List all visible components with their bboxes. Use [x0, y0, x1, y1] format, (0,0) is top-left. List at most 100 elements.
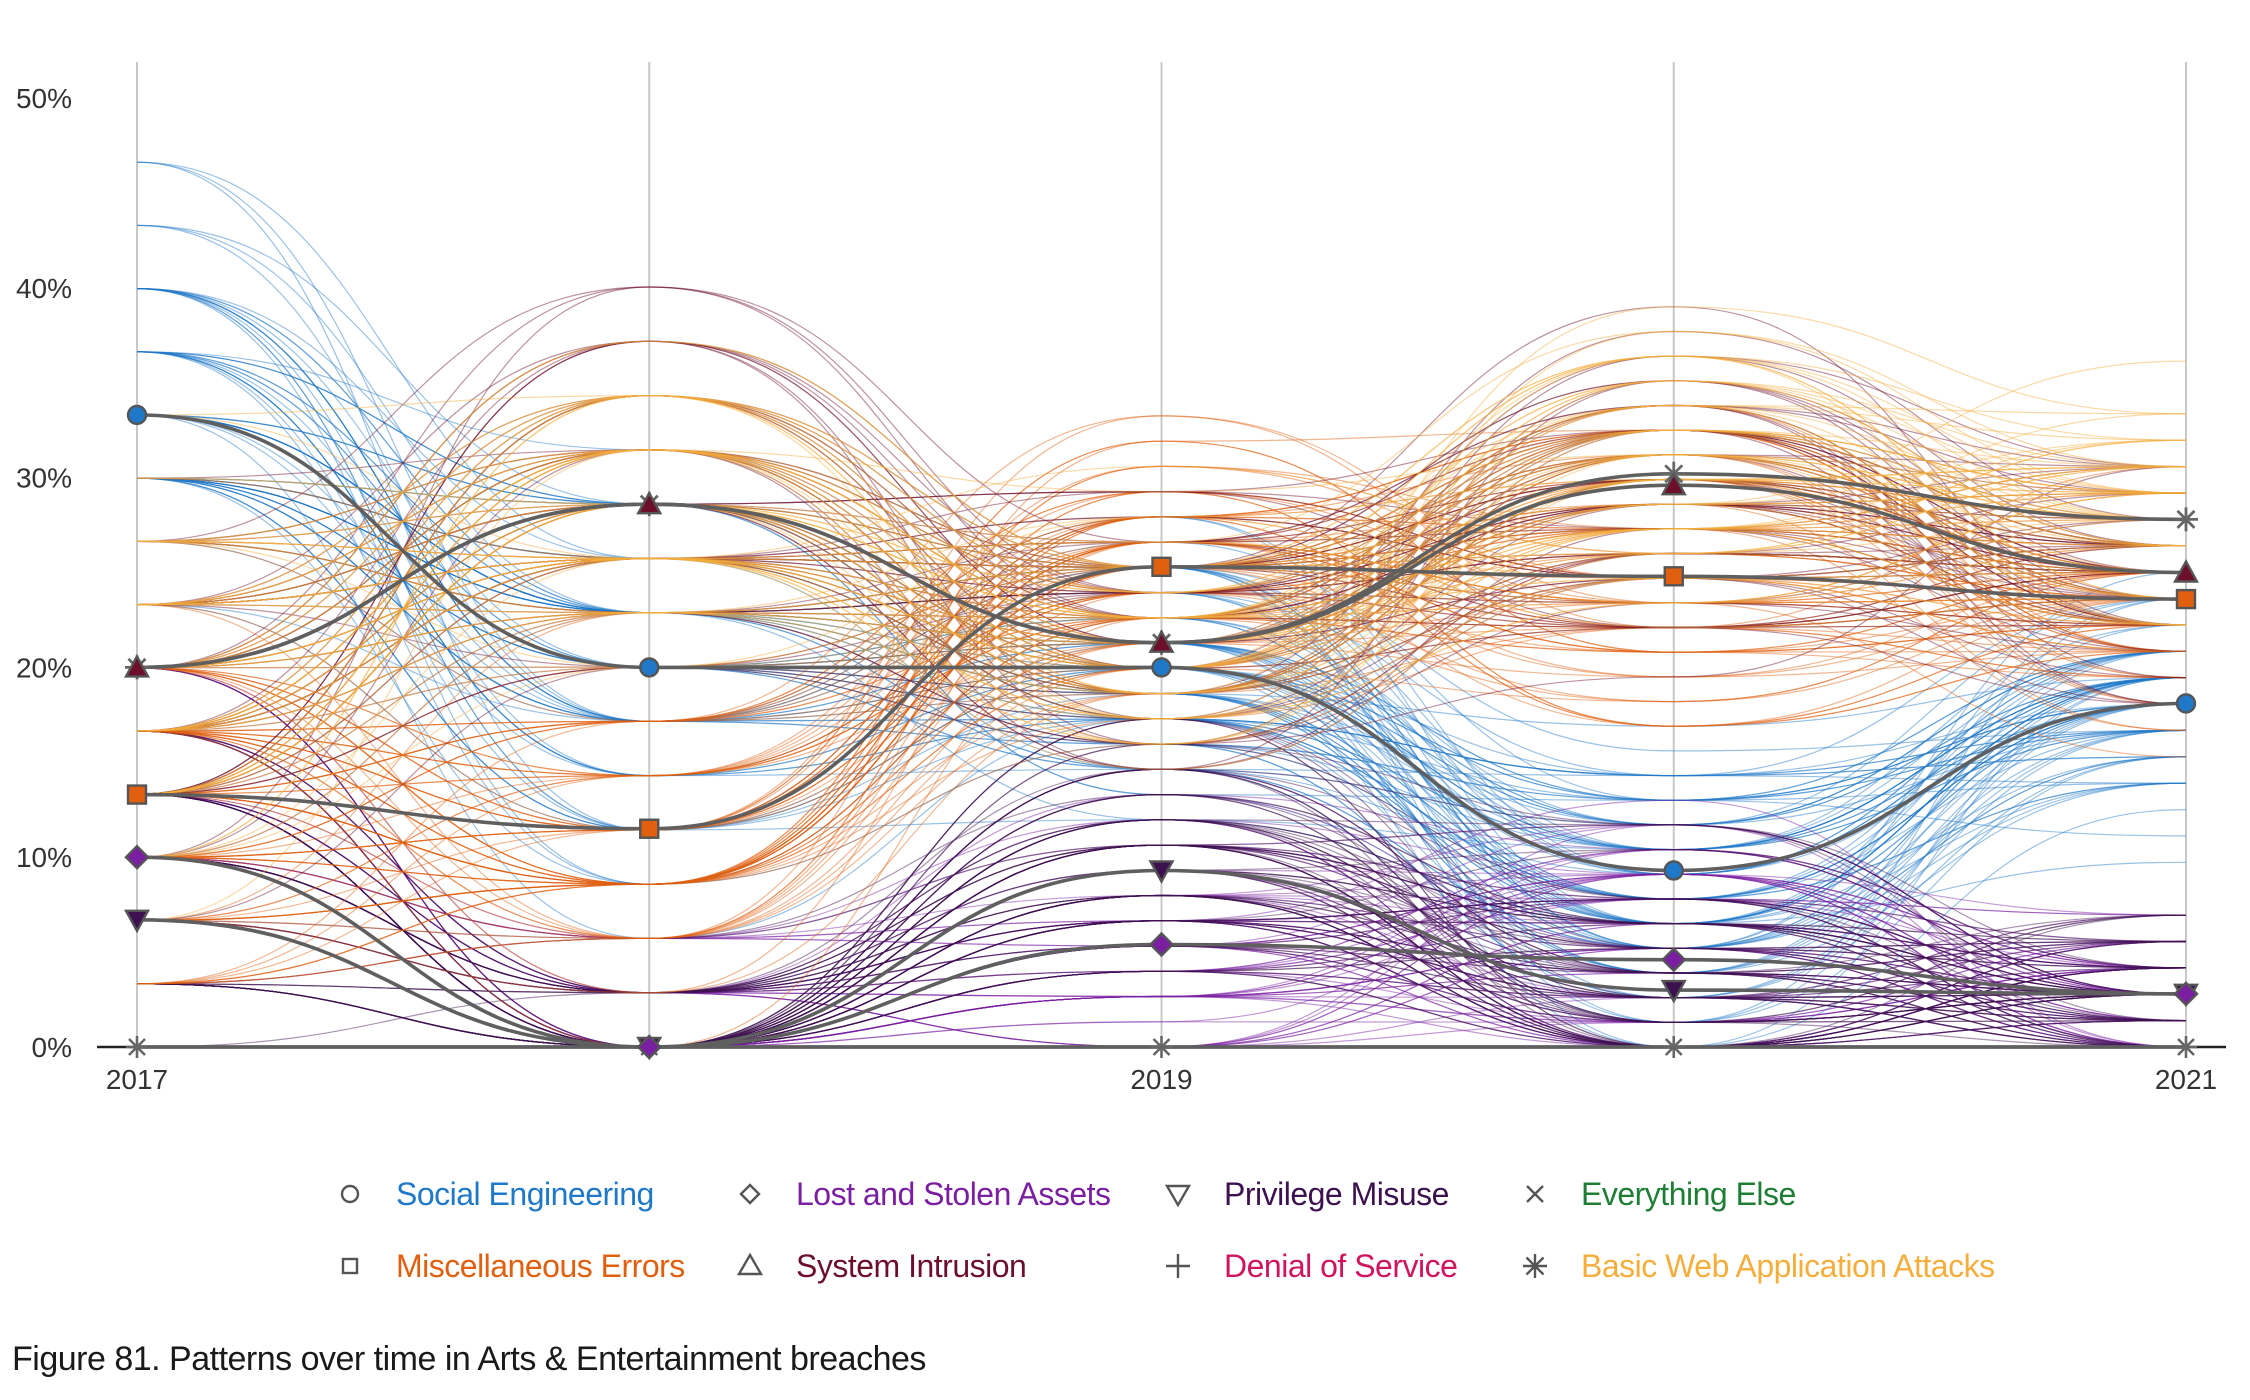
simulated-line	[136, 477, 2187, 831]
simulated-line	[136, 793, 2187, 1048]
simulated-line	[136, 793, 2187, 1048]
simulated-line	[136, 286, 2187, 619]
simulated-line	[136, 541, 2187, 885]
simulated-line	[136, 516, 2187, 732]
square-marker	[126, 784, 148, 805]
simulated-line	[136, 490, 2187, 732]
legend-label: Miscellaneous Errors	[396, 1247, 685, 1284]
simulated-line	[136, 394, 2187, 795]
simulated-line	[136, 503, 2187, 858]
simulated-line	[136, 848, 2187, 995]
simulated-line	[136, 454, 2187, 745]
simulated-line	[136, 478, 2187, 732]
simulated-line	[136, 730, 2187, 1048]
triangle-up-marker	[636, 490, 663, 515]
simulated-line	[136, 394, 2187, 669]
simulated-line	[136, 730, 2187, 1048]
simulated-line	[136, 490, 2187, 985]
plus-marker	[1662, 1036, 1685, 1058]
plus-marker	[2175, 1036, 2197, 1058]
simulated-line	[136, 449, 2187, 669]
simulated-line	[136, 730, 2187, 1048]
simulated-line	[136, 380, 2187, 795]
simulated-line	[136, 490, 2187, 795]
simulated-line	[136, 477, 2187, 925]
circle-marker	[126, 404, 148, 426]
simulated-line	[136, 351, 2187, 777]
simulated-line	[136, 617, 2187, 732]
simulated-line	[136, 477, 2187, 974]
simulated-line	[136, 454, 2187, 940]
simulated-line	[136, 330, 2187, 695]
diamond-icon	[730, 1174, 770, 1214]
simulated-line	[136, 414, 2187, 925]
simulated-line	[136, 552, 2187, 885]
simulated-line	[136, 478, 2187, 619]
simulated-line	[136, 557, 2187, 858]
triangle-up-marker	[1148, 629, 1175, 653]
simulated-line	[136, 449, 2187, 669]
simulated-line	[136, 516, 2187, 858]
simulated-line	[136, 477, 2187, 925]
simulated-line	[136, 429, 2187, 619]
x-tick-label: 2019	[1130, 1064, 1192, 1095]
simulated-line	[136, 449, 2187, 732]
simulated-line	[136, 288, 2187, 974]
legend-item-social-engineering: Social Engineering	[330, 1172, 654, 1216]
simulated-line	[136, 466, 2187, 732]
simulated-line	[136, 571, 2187, 831]
simulated-line	[136, 404, 2187, 922]
triangle-up-marker	[1660, 471, 1687, 496]
simulated-line	[136, 454, 2187, 885]
legend-item-lost-and-stolen-assets: Lost and Stolen Assets	[730, 1172, 1111, 1216]
simulated-line	[136, 414, 2187, 940]
simulated-line	[136, 503, 2187, 770]
simulated-line	[136, 429, 2187, 922]
simulated-line	[136, 730, 2187, 995]
triangle-down-marker	[123, 909, 151, 934]
legend-item-denial-of-service: Denial of Service	[1158, 1244, 1458, 1288]
simulated-line	[136, 478, 2187, 994]
simulated-line	[136, 819, 2187, 1048]
simulated-line	[136, 288, 2187, 949]
simulated-line	[136, 478, 2187, 940]
simulated-line	[136, 404, 2187, 732]
simulated-line	[136, 351, 2187, 900]
simulated-line	[136, 380, 2187, 795]
simulated-line	[136, 340, 2187, 732]
simulated-line	[136, 414, 2187, 949]
simulated-line	[136, 490, 2187, 795]
simulated-line	[136, 449, 2187, 795]
simulated-line	[136, 516, 2187, 777]
simulated-line	[136, 920, 2187, 1048]
simulated-line	[136, 478, 2187, 732]
simulated-line	[136, 591, 2187, 831]
legend: Social Engineering Lost and Stolen Asset…	[330, 1160, 2130, 1310]
simulated-line	[136, 330, 2187, 795]
diamond-marker	[2173, 981, 2199, 1007]
simulated-line	[136, 414, 2187, 777]
simulated-line	[136, 351, 2187, 900]
simulated-line	[136, 224, 2187, 949]
simulated-line	[136, 449, 2187, 795]
simulated-line	[136, 503, 2187, 732]
legend-label: System Intrusion	[796, 1247, 1027, 1284]
simulated-line	[136, 394, 2187, 720]
simulated-line	[136, 477, 2187, 1048]
simulated-line	[136, 819, 2187, 994]
simulated-line	[136, 541, 2187, 885]
simulated-line	[136, 552, 2187, 1048]
diamond-marker	[1661, 946, 1687, 973]
simulated-line	[136, 516, 2187, 985]
simulated-line	[136, 404, 2187, 606]
legend-label: Basic Web Application Attacks	[1581, 1247, 1995, 1284]
simulated-line	[136, 288, 2187, 875]
simulated-line	[136, 516, 2187, 885]
simulated-line	[136, 224, 2187, 837]
simulated-line	[136, 477, 2187, 626]
simulated-line	[136, 414, 2187, 851]
diamond-marker	[124, 844, 150, 870]
simulated-line	[136, 449, 2187, 720]
simulated-line	[136, 793, 2187, 1048]
simulated-line	[136, 793, 2187, 1048]
